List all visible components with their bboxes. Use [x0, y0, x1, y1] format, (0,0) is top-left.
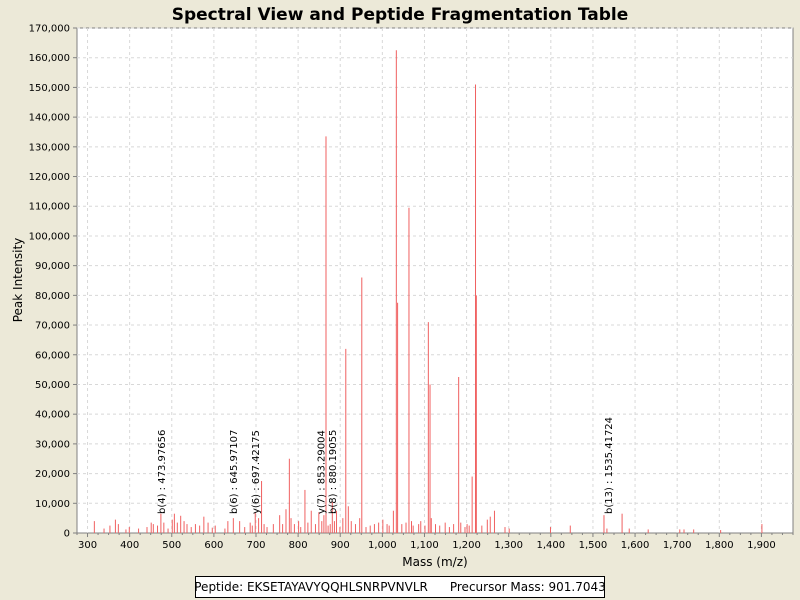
annotation-label: b(8) : 880.19055 — [328, 430, 339, 514]
peptide-label: Peptide: EKSETAYAVYQQHLSNRPVNVLR — [194, 580, 428, 594]
x-tick-label: 300 — [78, 540, 97, 551]
chart-title: Spectral View and Peptide Fragmentation … — [172, 5, 629, 25]
peptide-info-box: Peptide: EKSETAYAVYQQHLSNRPVNVLR Precurs… — [194, 576, 606, 598]
x-tick-label: 1,300 — [494, 540, 523, 551]
fragment-annotations: b(4) : 473.97656 b(6) : 645.97107 y(6) : 6… — [157, 417, 615, 514]
y-tick-label: 160,000 — [29, 53, 70, 64]
y-tick-label: 100,000 — [29, 231, 70, 242]
x-tick-label: 700 — [246, 540, 265, 551]
y-tick-label: 110,000 — [29, 202, 70, 213]
x-tick-label: 1,500 — [579, 540, 608, 551]
x-tick-label: 500 — [162, 540, 181, 551]
y-axis: 0 10,000 20,000 30,000 40,000 50,000 60,000 70,… — [29, 24, 77, 540]
y-axis-label: Peak Intensity — [11, 238, 25, 323]
precursor-mass-label: Precursor Mass: 901.7043 — [449, 580, 606, 594]
x-tick-label: 800 — [289, 540, 308, 551]
y-tick-label: 120,000 — [29, 172, 70, 183]
x-tick-label: 1,600 — [621, 540, 650, 551]
y-tick-label: 20,000 — [35, 469, 70, 480]
annotation-label: b(6) : 645.97107 — [229, 430, 240, 514]
x-tick-label: 600 — [204, 540, 223, 551]
y-tick-label: 60,000 — [35, 350, 70, 361]
y-tick-label: 150,000 — [29, 83, 70, 94]
x-tick-label: 1,700 — [663, 540, 692, 551]
annotation-label: y(7) : 853.29004 — [317, 430, 328, 514]
plot-area — [76, 27, 794, 534]
x-axis: 300 400 500 600 700 800 900 1,000 1,100 1,200 1,30… — [76, 533, 794, 551]
y-tick-label: 70,000 — [35, 321, 70, 332]
x-tick-label: 400 — [120, 540, 139, 551]
annotation-label: y(6) : 697.42175 — [251, 430, 262, 514]
peak-series — [93, 50, 763, 533]
annotation-label: b(13) : 1535.41724 — [604, 417, 615, 514]
x-tick-label: 1,200 — [452, 540, 481, 551]
y-tick-label: 10,000 — [35, 499, 70, 510]
annotation-label: b(4) : 473.97656 — [157, 430, 168, 514]
y-tick-label: 170,000 — [29, 24, 70, 35]
x-tick-label: 1,800 — [705, 540, 734, 551]
y-tick-label: 80,000 — [35, 291, 70, 302]
y-tick-label: 130,000 — [29, 142, 70, 153]
x-tick-label: 1,400 — [537, 540, 566, 551]
y-tick-label: 50,000 — [35, 380, 70, 391]
y-tick-label: 30,000 — [35, 439, 70, 450]
y-tick-label: 140,000 — [29, 113, 70, 124]
x-tick-label: 1,000 — [368, 540, 397, 551]
y-tick-label: 0 — [64, 529, 70, 540]
x-tick-label: 1,900 — [747, 540, 776, 551]
y-tick-label: 90,000 — [35, 261, 70, 272]
x-tick-label: 900 — [331, 540, 350, 551]
grid — [77, 27, 793, 533]
x-axis-label: Mass (m/z) — [402, 555, 467, 569]
x-tick-label: 1,100 — [410, 540, 439, 551]
y-tick-label: 40,000 — [35, 410, 70, 421]
